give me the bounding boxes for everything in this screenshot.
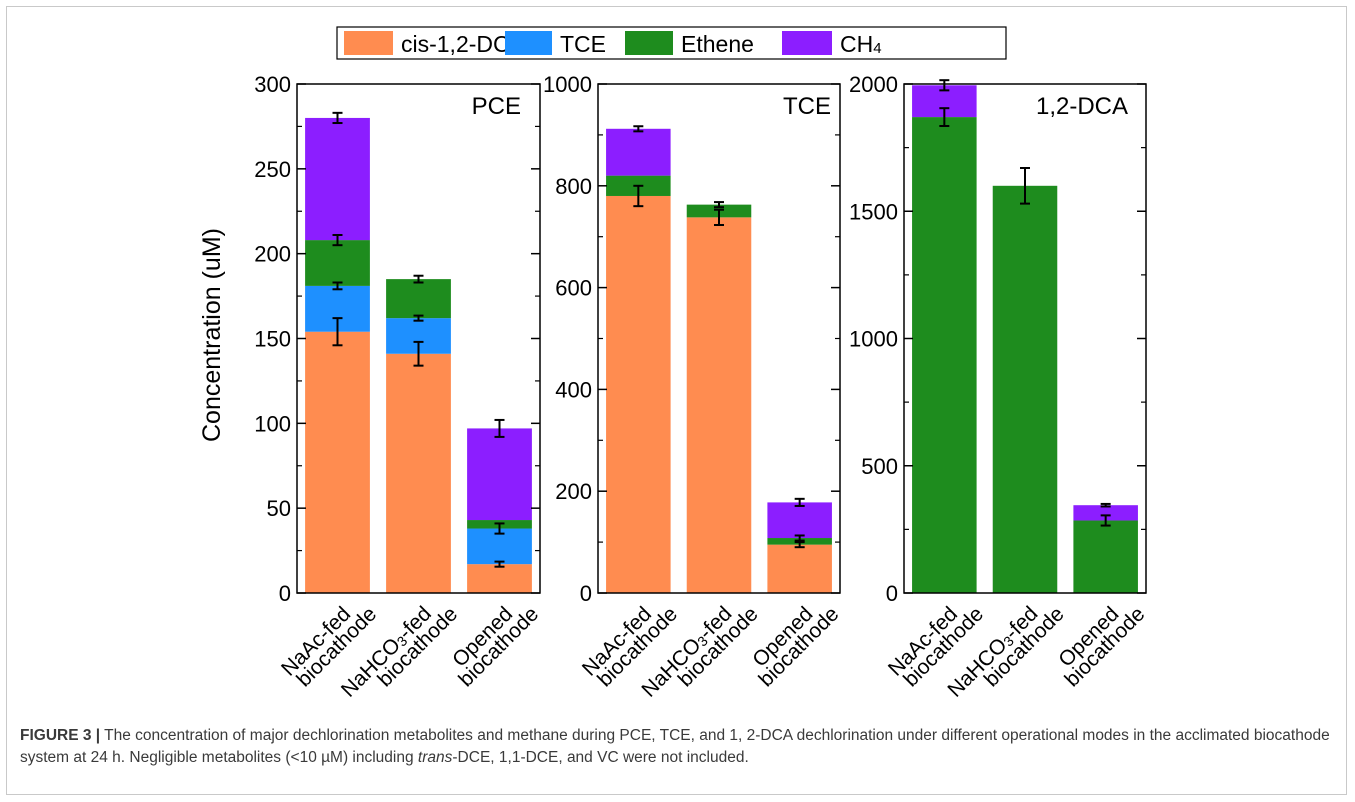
ytick-label-2: 100	[254, 411, 291, 436]
panel-title-2: 1,2-DCA	[1036, 93, 1128, 120]
legend-swatch-3	[782, 31, 832, 55]
ytick-label-3: 150	[254, 327, 291, 352]
ytick-label-5: 250	[254, 157, 291, 182]
legend-swatch-2	[625, 31, 673, 55]
legend-swatch-0	[344, 31, 393, 55]
bar-CH4-2	[467, 428, 532, 520]
panel-2: 05001000150020001,2-DCANaAc-fedbiocathod…	[849, 72, 1149, 702]
ytick-label-5: 1000	[543, 72, 592, 97]
ytick-label-2: 400	[555, 377, 592, 402]
bar-cis12DCE-2	[767, 545, 832, 593]
caption-italic: trans	[418, 749, 452, 766]
ytick-label-0: 0	[886, 581, 898, 606]
ytick-label-4: 800	[555, 174, 592, 199]
ytick-label-1: 500	[861, 454, 898, 479]
bar-cis12DCE-0	[305, 332, 370, 593]
bar-Ethene-1	[993, 186, 1058, 593]
y-axis-label: Concentration (uM)	[198, 228, 226, 442]
bar-CH4-0	[305, 118, 370, 240]
bar-cis12DCE-2	[467, 564, 532, 593]
panel-title-1: TCE	[783, 93, 831, 120]
bar-Ethene-0	[305, 240, 370, 286]
ytick-label-0: 0	[279, 581, 291, 606]
bar-CH4-0	[606, 129, 671, 176]
panel-title-0: PCE	[472, 93, 521, 120]
caption-text-end: -DCE, 1,1-DCE, and VC were not included.	[452, 749, 748, 766]
legend-subscript: 4	[873, 40, 881, 57]
ytick-label-0: 0	[580, 581, 592, 606]
ytick-label-1: 200	[555, 479, 592, 504]
ytick-label-3: 600	[555, 276, 592, 301]
bar-Ethene-1	[386, 279, 451, 318]
ytick-label-4: 200	[254, 242, 291, 267]
caption-label: FIGURE 3 |	[20, 727, 100, 744]
bar-cis12DCE-1	[687, 217, 752, 593]
chart-panels: 050100150200250300PCENaAc-fedbiocathodeN…	[254, 72, 1149, 702]
ytick-label-4: 2000	[849, 72, 898, 97]
legend-label-1: TCE	[560, 31, 606, 57]
figure-caption: FIGURE 3 | The concentration of major de…	[20, 725, 1335, 769]
legend-swatch-1	[505, 31, 552, 55]
bar-CH4-2	[767, 502, 832, 538]
bar-Ethene-0	[912, 117, 977, 593]
ytick-label-2: 1000	[849, 327, 898, 352]
ytick-label-3: 1500	[849, 199, 898, 224]
bar-cis12DCE-1	[386, 354, 451, 593]
ytick-label-6: 300	[254, 72, 291, 97]
bar-cis12DCE-0	[606, 196, 671, 593]
bar-Ethene-2	[1073, 520, 1138, 593]
legend: cis-1,2-DCE TCE Ethene CH4	[337, 27, 1006, 59]
panel-1: 02004006008001000TCENaAc-fedbiocathodeNa…	[543, 72, 843, 702]
legend-label-2: Ethene	[681, 31, 754, 57]
ytick-label-1: 50	[267, 496, 291, 521]
figure-chart: cis-1,2-DCE TCE Ethene CH4 0501001502002503…	[0, 0, 1355, 720]
panel-0: 050100150200250300PCENaAc-fedbiocathodeN…	[254, 72, 543, 702]
